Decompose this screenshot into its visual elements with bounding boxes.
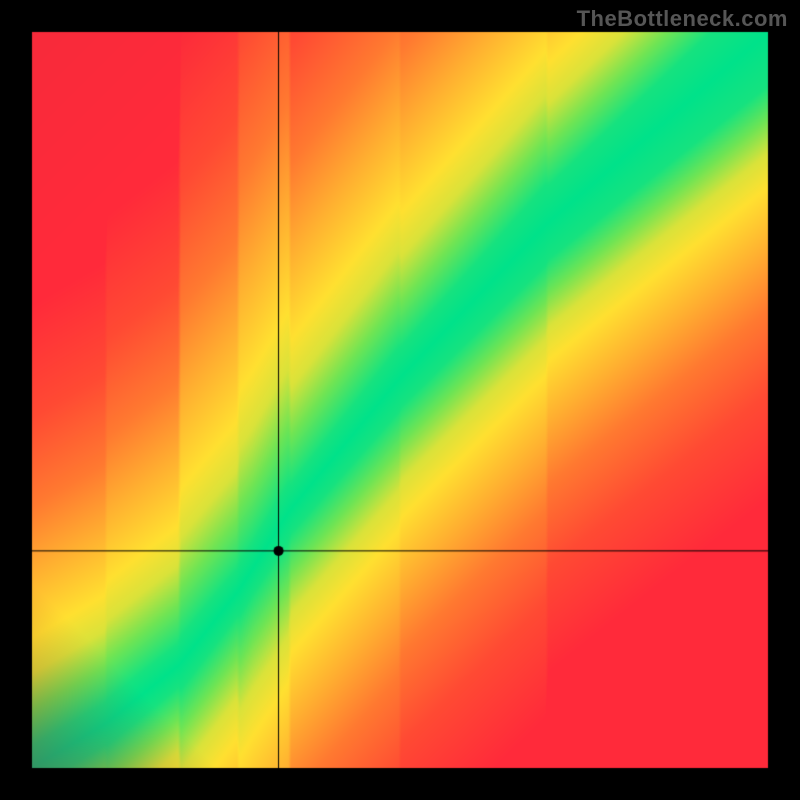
watermark-text: TheBottleneck.com	[577, 6, 788, 32]
bottleneck-chart-container: TheBottleneck.com	[0, 0, 800, 800]
bottleneck-heatmap	[0, 0, 800, 800]
